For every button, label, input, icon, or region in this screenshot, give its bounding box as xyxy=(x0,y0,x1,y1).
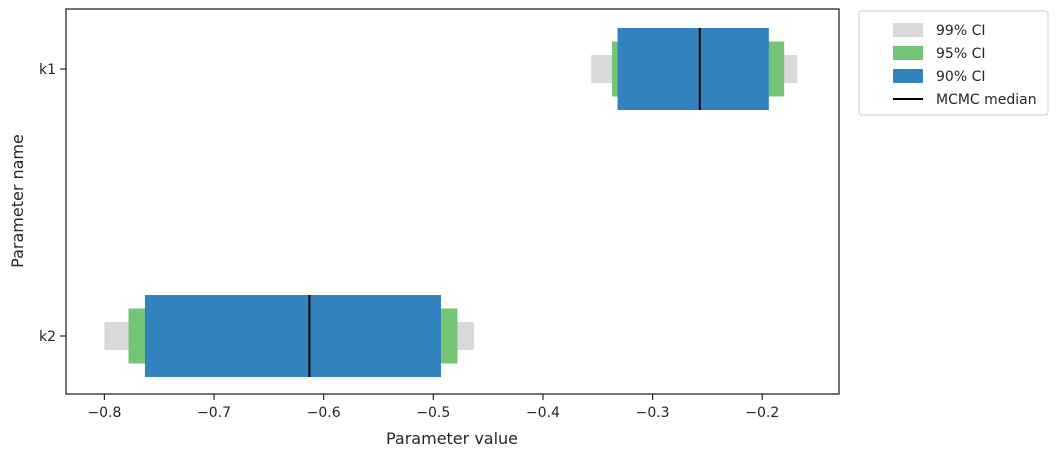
x-tick-label: −0.6 xyxy=(307,405,341,421)
x-tick-label: −0.5 xyxy=(416,405,450,421)
ci-bar-90ci-k1 xyxy=(617,28,769,110)
legend-swatch xyxy=(893,69,923,83)
x-tick-label: −0.8 xyxy=(87,405,121,421)
ci-bar-90ci-k2 xyxy=(144,295,441,377)
x-tick-label: −0.7 xyxy=(197,405,231,421)
interval-bars xyxy=(104,28,798,377)
x-tick-label: −0.3 xyxy=(636,405,670,421)
legend-swatch xyxy=(893,46,923,60)
legend-label: 95% CI xyxy=(936,46,985,62)
legend-swatch xyxy=(893,23,923,37)
y-axis-ticks: k1 k2 xyxy=(39,62,66,345)
y-tick-label: k1 xyxy=(39,62,56,78)
legend: 99% CI 95% CI 90% CI MCMC median xyxy=(858,10,1049,116)
y-axis-label: Parameter name xyxy=(8,134,27,268)
legend-label: 90% CI xyxy=(936,69,985,85)
x-axis-ticks: −0.8 −0.7 −0.6 −0.5 −0.4 −0.3 −0.2 xyxy=(87,394,779,421)
x-axis-label: Parameter value xyxy=(386,429,518,448)
y-tick-label: k2 xyxy=(39,329,56,345)
x-tick-label: −0.4 xyxy=(526,405,560,421)
x-tick-label: −0.2 xyxy=(745,405,779,421)
plot-frame xyxy=(65,8,840,395)
legend-label: 99% CI xyxy=(936,23,985,39)
legend-label: MCMC median xyxy=(936,92,1037,108)
